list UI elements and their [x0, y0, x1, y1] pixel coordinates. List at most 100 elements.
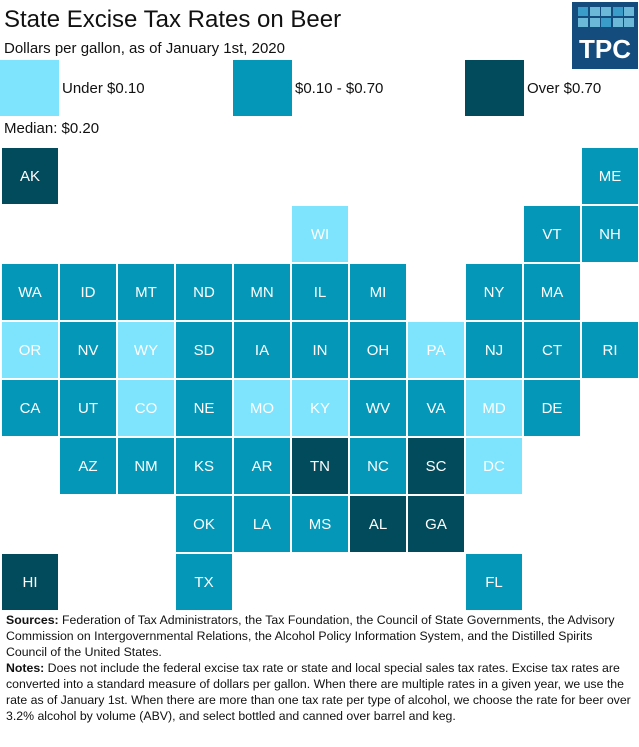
state-label: WA: [18, 283, 42, 301]
state-tile-ms: MS: [292, 496, 348, 552]
state-tile-wy: WY: [118, 322, 174, 378]
legend-label-high: Over $0.70: [527, 80, 602, 97]
state-tile-me: ME: [582, 148, 638, 204]
state-tile-in: IN: [292, 322, 348, 378]
sources-text: Federation of Tax Administrators, the Ta…: [6, 613, 615, 659]
footer-notes: Sources: Federation of Tax Administrator…: [6, 612, 634, 724]
state-label: FL: [485, 573, 503, 591]
state-tile-ak: AK: [2, 148, 58, 204]
state-tile-nc: NC: [350, 438, 406, 494]
state-tile-nm: NM: [118, 438, 174, 494]
state-tile-mt: MT: [118, 264, 174, 320]
state-label: ME: [598, 167, 622, 185]
state-tile-vt: VT: [524, 206, 580, 262]
state-label: IL: [313, 283, 327, 301]
state-tile-ma: MA: [524, 264, 580, 320]
state-tile-ri: RI: [582, 322, 638, 378]
logo-square: [578, 18, 588, 27]
state-label: DC: [483, 457, 505, 475]
state-tile-de: DE: [524, 380, 580, 436]
state-label: NC: [367, 457, 389, 475]
state-label: AZ: [78, 457, 98, 475]
state-label: WI: [310, 225, 330, 243]
state-label: GA: [425, 515, 447, 533]
state-label: MS: [308, 515, 332, 533]
state-tile-or: OR: [2, 322, 58, 378]
state-label: TX: [194, 573, 214, 591]
state-tile-md: MD: [466, 380, 522, 436]
state-label: MT: [135, 283, 157, 301]
state-tile-ky: KY: [292, 380, 348, 436]
legend-swatch-low: [0, 60, 59, 116]
logo-square: [601, 7, 611, 16]
state-tile-ne: NE: [176, 380, 232, 436]
state-tile-hi: HI: [2, 554, 58, 610]
state-label: OK: [193, 515, 215, 533]
logo-square: [589, 7, 600, 16]
state-label: VT: [542, 225, 562, 243]
state-label: WV: [365, 399, 391, 417]
state-tile-co: CO: [118, 380, 174, 436]
state-label: KS: [193, 457, 214, 475]
state-tile-oh: OH: [350, 322, 406, 378]
state-label: IA: [254, 341, 270, 359]
chart-subtitle: Dollars per gallon, as of January 1st, 2…: [4, 40, 285, 57]
state-tile-ca: CA: [2, 380, 58, 436]
state-label: HI: [22, 573, 38, 591]
legend-swatch-mid: [233, 60, 292, 116]
state-label: AL: [368, 515, 388, 533]
state-label: CT: [542, 341, 562, 359]
state-tile-wv: WV: [350, 380, 406, 436]
state-tile-wa: WA: [2, 264, 58, 320]
state-tile-ar: AR: [234, 438, 290, 494]
logo-square: [624, 7, 634, 16]
logo-square: [578, 7, 588, 16]
state-label: RI: [602, 341, 618, 359]
state-tile-nv: NV: [60, 322, 116, 378]
tpc-logo: TPC: [572, 2, 638, 69]
state-label: ND: [193, 283, 215, 301]
logo-square: [612, 7, 623, 16]
state-tile-ks: KS: [176, 438, 232, 494]
state-tile-il: IL: [292, 264, 348, 320]
state-tile-mn: MN: [234, 264, 290, 320]
state-tile-ut: UT: [60, 380, 116, 436]
logo-square: [624, 18, 634, 27]
state-label: TN: [310, 457, 330, 475]
notes-text: Does not include the federal excise tax …: [6, 661, 631, 723]
state-label: SC: [425, 457, 447, 475]
state-label: NJ: [484, 341, 504, 359]
state-tile-tx: TX: [176, 554, 232, 610]
state-label: AR: [251, 457, 273, 475]
state-label: LA: [252, 515, 272, 533]
state-label: OR: [18, 341, 42, 359]
state-tile-la: LA: [234, 496, 290, 552]
state-label: WY: [133, 341, 159, 359]
state-label: NV: [77, 341, 99, 359]
state-label: MD: [482, 399, 506, 417]
logo-square: [589, 18, 600, 27]
state-tile-nd: ND: [176, 264, 232, 320]
state-tile-nj: NJ: [466, 322, 522, 378]
state-tile-ia: IA: [234, 322, 290, 378]
sources-label: Sources:: [6, 613, 59, 627]
legend-label-mid: $0.10 - $0.70: [295, 80, 384, 97]
median-label: Median: $0.20: [4, 120, 100, 137]
state-tile-va: VA: [408, 380, 464, 436]
state-label: MO: [249, 399, 275, 417]
state-tile-az: AZ: [60, 438, 116, 494]
state-tile-wi: WI: [292, 206, 348, 262]
state-label: KY: [309, 399, 330, 417]
state-tile-ga: GA: [408, 496, 464, 552]
state-tile-mi: MI: [350, 264, 406, 320]
state-tile-sd: SD: [176, 322, 232, 378]
state-tile-dc: DC: [466, 438, 522, 494]
state-label: VA: [426, 399, 446, 417]
state-tile-ny: NY: [466, 264, 522, 320]
state-label: MA: [540, 283, 564, 301]
logo-text: TPC: [579, 34, 631, 64]
state-tile-ct: CT: [524, 322, 580, 378]
state-label: UT: [78, 399, 98, 417]
legend-label-low: Under $0.10: [62, 80, 145, 97]
